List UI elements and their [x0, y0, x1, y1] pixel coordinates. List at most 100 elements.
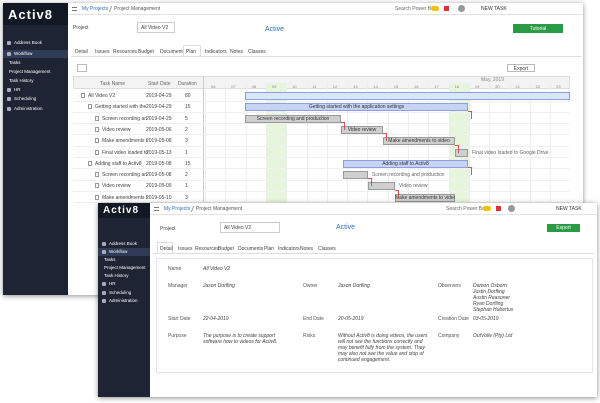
menu-highlight — [3, 50, 68, 58]
breadcrumb-link[interactable]: My Projects — [164, 206, 191, 212]
tree-icon[interactable] — [88, 160, 92, 166]
tab[interactable]: Resources — [113, 49, 137, 55]
tree-icon[interactable] — [95, 172, 99, 178]
table-divider — [203, 76, 204, 295]
detail-panel — [156, 258, 593, 373]
menu-icon — [102, 281, 106, 286]
start-date: 2019-04-29 — [146, 115, 172, 122]
start-date: 2019-04-29 — [146, 104, 172, 111]
menu-item[interactable]: HR — [14, 87, 21, 92]
duration: 80 — [185, 93, 191, 99]
project-select[interactable]: All Video V2 — [137, 22, 175, 33]
tab[interactable]: Plan — [264, 246, 275, 252]
search[interactable]: Search Power Base — [395, 6, 440, 12]
bar-label: Screen recording and production — [372, 172, 445, 179]
field-label: Observers — [438, 283, 462, 289]
tab[interactable]: Issues — [95, 49, 110, 55]
menu-item[interactable]: Project Management — [9, 69, 51, 74]
tree-icon[interactable] — [88, 104, 92, 110]
duration: 2 — [185, 172, 188, 179]
toggle — [483, 206, 491, 211]
gantt-bar[interactable] — [455, 148, 468, 157]
start-date: 2019-05-09 — [146, 183, 172, 190]
new-task[interactable]: NEW TASK — [556, 206, 582, 212]
gantt-bar[interactable] — [343, 171, 368, 180]
menu-item[interactable]: Task History — [104, 273, 129, 278]
menu-item[interactable]: Administration — [109, 298, 138, 303]
tree-icon[interactable] — [95, 194, 99, 200]
menu-item[interactable]: Tasks — [9, 60, 21, 65]
tab[interactable]: Indicators — [205, 49, 227, 55]
day-column — [205, 83, 225, 295]
tree-icon[interactable] — [81, 93, 85, 98]
day-header: 09 — [271, 84, 277, 89]
gantt-bar[interactable] — [343, 159, 468, 168]
gantt-bar[interactable] — [245, 103, 468, 112]
tree-icon[interactable] — [95, 149, 99, 155]
day-column — [326, 83, 347, 295]
tab[interactable]: Resources — [195, 246, 219, 252]
tab[interactable]: Classes — [318, 246, 336, 252]
tab[interactable]: Budget — [138, 49, 154, 55]
tab[interactable]: Detail — [160, 246, 173, 252]
logo: Activ8 — [103, 204, 140, 216]
export-button[interactable]: Export — [547, 224, 580, 232]
tutorial-button[interactable]: Tutorial — [513, 24, 563, 33]
menu-item[interactable]: Administration — [14, 106, 43, 111]
tree-icon[interactable] — [95, 138, 99, 144]
gantt-bar[interactable] — [368, 182, 395, 191]
menu-item[interactable]: Address Book — [109, 241, 138, 246]
tab[interactable]: Notes — [230, 49, 244, 55]
menu-item[interactable]: Project Management — [104, 265, 146, 270]
status: Active — [265, 26, 285, 33]
tab[interactable]: Budget — [218, 246, 234, 252]
tab[interactable]: Plan — [186, 49, 197, 55]
menu-item[interactable]: Task History — [9, 78, 34, 83]
toolbar-icon[interactable] — [77, 64, 87, 72]
tree-icon[interactable] — [95, 126, 99, 132]
menu-item[interactable]: Tasks — [104, 257, 116, 262]
tab[interactable]: Notes — [300, 246, 314, 252]
menu-icon — [7, 106, 11, 111]
gantt-bar[interactable] — [383, 137, 455, 146]
column-header: Start Date — [148, 81, 171, 87]
gantt-bar[interactable] — [395, 193, 455, 202]
field-value: OutVoile (Pty) Ltd — [473, 333, 513, 339]
gantt-bar[interactable] — [245, 92, 570, 100]
start-date: 2019-05-06 — [146, 126, 172, 133]
search[interactable]: Search Power Base — [446, 206, 491, 212]
tab[interactable]: Issues — [178, 246, 193, 252]
dependency-line — [395, 189, 399, 198]
tab[interactable]: Classes — [248, 49, 266, 55]
tab[interactable]: Documents — [160, 49, 186, 55]
menu-item[interactable]: Scheduling — [14, 96, 37, 101]
gantt-bar[interactable] — [341, 125, 383, 134]
gantt-bar[interactable] — [245, 114, 341, 123]
breadcrumb-link[interactable]: My Projects — [82, 6, 109, 12]
menu-item[interactable]: Scheduling — [109, 290, 132, 295]
task-name: Screen recording an — [102, 172, 148, 179]
field-label: Owner — [303, 283, 318, 289]
menu-toggle[interactable] — [72, 7, 77, 11]
duration: 15 — [185, 104, 191, 111]
menu-item[interactable]: HR — [109, 281, 116, 286]
day-column — [550, 83, 570, 295]
day-header: 16 — [414, 84, 419, 89]
logo: Activ8 — [8, 6, 54, 22]
project-select[interactable]: All Video V2 — [220, 222, 280, 233]
menu-toggle[interactable] — [154, 207, 159, 211]
export-button[interactable]: Export — [507, 64, 535, 72]
menu-icon — [102, 298, 106, 303]
tree-icon[interactable] — [95, 183, 99, 189]
dependency-line — [468, 110, 472, 119]
tab[interactable]: Detail — [75, 49, 88, 55]
tab[interactable]: Indicators — [278, 246, 300, 252]
tab[interactable]: Documents — [238, 246, 264, 252]
row-line — [73, 168, 570, 170]
bar-label: Make amendments to video — [388, 138, 450, 145]
menu-item[interactable]: Workflow — [14, 51, 33, 56]
menu-item[interactable]: Workflow — [109, 249, 128, 254]
tree-icon[interactable] — [95, 115, 99, 121]
new-task[interactable]: NEW TASK — [481, 6, 507, 12]
menu-item[interactable]: Address Book — [14, 40, 43, 45]
